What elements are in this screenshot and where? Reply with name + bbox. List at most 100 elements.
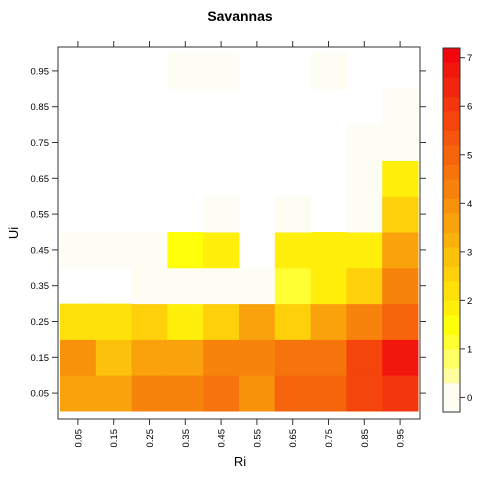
y-tick-label: 0.25 (31, 317, 50, 328)
x-tick-label: 0.85 (360, 429, 371, 448)
heatmap-cell (203, 267, 240, 305)
heatmap-cell (310, 339, 347, 376)
colorbar-swatch (443, 334, 460, 350)
plot-frame (57, 46, 421, 420)
heatmap-cell (203, 303, 240, 340)
heatmap-cell (239, 303, 276, 340)
heatmap-cell (167, 53, 204, 90)
heatmap-cell (310, 267, 347, 305)
colorbar-tick-label: 0 (467, 393, 472, 404)
heatmap-cell (167, 339, 204, 376)
colorbar-swatch (443, 280, 460, 301)
y-tick-label: 0.15 (31, 353, 50, 364)
x-axis-label: Ri (234, 454, 246, 469)
heatmap-cell (346, 375, 383, 412)
x-tick-label: 0.75 (324, 429, 335, 448)
heatmap-cell (382, 232, 419, 269)
x-axis: 0.05 0.15 0.25 0.35 0.45 0.55 0.65 0.75 0.85 0.95 (73, 41, 407, 448)
heatmap-cell (382, 339, 419, 376)
colorbar-tick-label: 6 (467, 102, 472, 113)
heatmap-cell (131, 375, 168, 412)
heatmap-cell (346, 160, 383, 197)
colorbar-swatch (443, 62, 460, 78)
colorbar-swatch (443, 213, 460, 233)
heatmap-cell (95, 375, 133, 412)
x-tick-label: 0.25 (145, 429, 156, 448)
heatmap-cell (95, 232, 133, 269)
colorbar-swatch (443, 368, 460, 384)
heatmap-cell (346, 124, 383, 161)
colorbar-frame (442, 47, 461, 413)
colorbar-swatch (443, 266, 460, 282)
heatmap-cell (95, 339, 133, 376)
x-tick-label: 0.15 (109, 429, 120, 448)
heatmap-cell (203, 196, 240, 233)
heatmap-cell (203, 375, 240, 412)
heatmap-cell (167, 232, 204, 269)
colorbar-swatch (443, 77, 460, 97)
heatmap-cell (310, 303, 347, 340)
x-tick-label: 0.95 (396, 429, 407, 448)
colorbar-swatch (443, 111, 460, 131)
colorbar-swatch (443, 48, 460, 63)
heatmap-cell (382, 160, 419, 197)
heatmap-cell (203, 339, 240, 376)
y-tick-label: 0.95 (31, 66, 50, 77)
x-tick-label: 0.05 (73, 429, 84, 448)
heatmap-cell (382, 124, 419, 161)
heatmap-cell (274, 232, 312, 269)
colorbar-tick-label: 1 (467, 344, 472, 355)
colorbar-tick-label: 3 (467, 247, 472, 258)
heatmap-cell (274, 375, 312, 412)
heatmap-cell (60, 303, 97, 340)
y-tick-label: 0.45 (31, 245, 50, 256)
colorbar-swatch (443, 246, 460, 267)
heatmap-cell (274, 196, 312, 233)
colorbar-swatch (443, 130, 460, 146)
colorbar-tick-label: 7 (467, 53, 472, 64)
heatmap-cell (203, 232, 240, 269)
colorbar-tick-label: 5 (467, 150, 472, 161)
heatmap-cell (239, 339, 276, 376)
heatmap-cell (274, 303, 312, 340)
heatmap-cell (203, 53, 240, 90)
heatmap-cell (346, 303, 383, 340)
heatmap-cell (60, 339, 97, 376)
x-tick-label: 0.55 (252, 429, 263, 448)
y-axis-label: Ui (6, 227, 21, 239)
heatmap-cell (131, 303, 168, 340)
colorbar-swatch (443, 232, 460, 248)
heatmap-cell (131, 267, 168, 305)
heatmap-cell (167, 267, 204, 305)
y-axis: 0.05 0.15 0.25 0.35 0.45 0.55 0.65 0.75 0.85 0.95 (31, 66, 426, 400)
y-tick-label: 0.85 (31, 102, 50, 113)
y-tick-label: 0.05 (31, 389, 50, 400)
heatmap-cell (60, 375, 97, 412)
heatmap-cell (346, 196, 383, 233)
heatmap-cell (382, 303, 419, 340)
colorbar-swatch (443, 96, 460, 112)
heatmap-cell (239, 267, 276, 305)
colorbar-tick-label: 2 (467, 296, 472, 307)
heatmap-cell (310, 232, 347, 269)
y-tick-label: 0.35 (31, 281, 50, 292)
colorbar-swatch (443, 382, 460, 413)
heatmap-cell (274, 267, 312, 305)
colorbar-swatch (443, 179, 460, 199)
colorbar-swatch (443, 348, 460, 369)
heatmap-cell (346, 267, 383, 305)
colorbar: 0 1 2 3 4 5 6 7 (442, 47, 472, 413)
heatmap-cell (346, 339, 383, 376)
heatmap-cell (60, 232, 97, 269)
colorbar-swatch (443, 164, 460, 180)
heatmap-cell (131, 232, 168, 269)
heatmap-cell (382, 196, 419, 233)
heatmap-cell (346, 232, 383, 269)
heatmap-cells (60, 53, 419, 412)
colorbar-swatch (443, 300, 460, 316)
colorbar-swatch (443, 198, 460, 214)
heatmap-cell (131, 339, 168, 376)
heatmap-cell (382, 375, 419, 412)
